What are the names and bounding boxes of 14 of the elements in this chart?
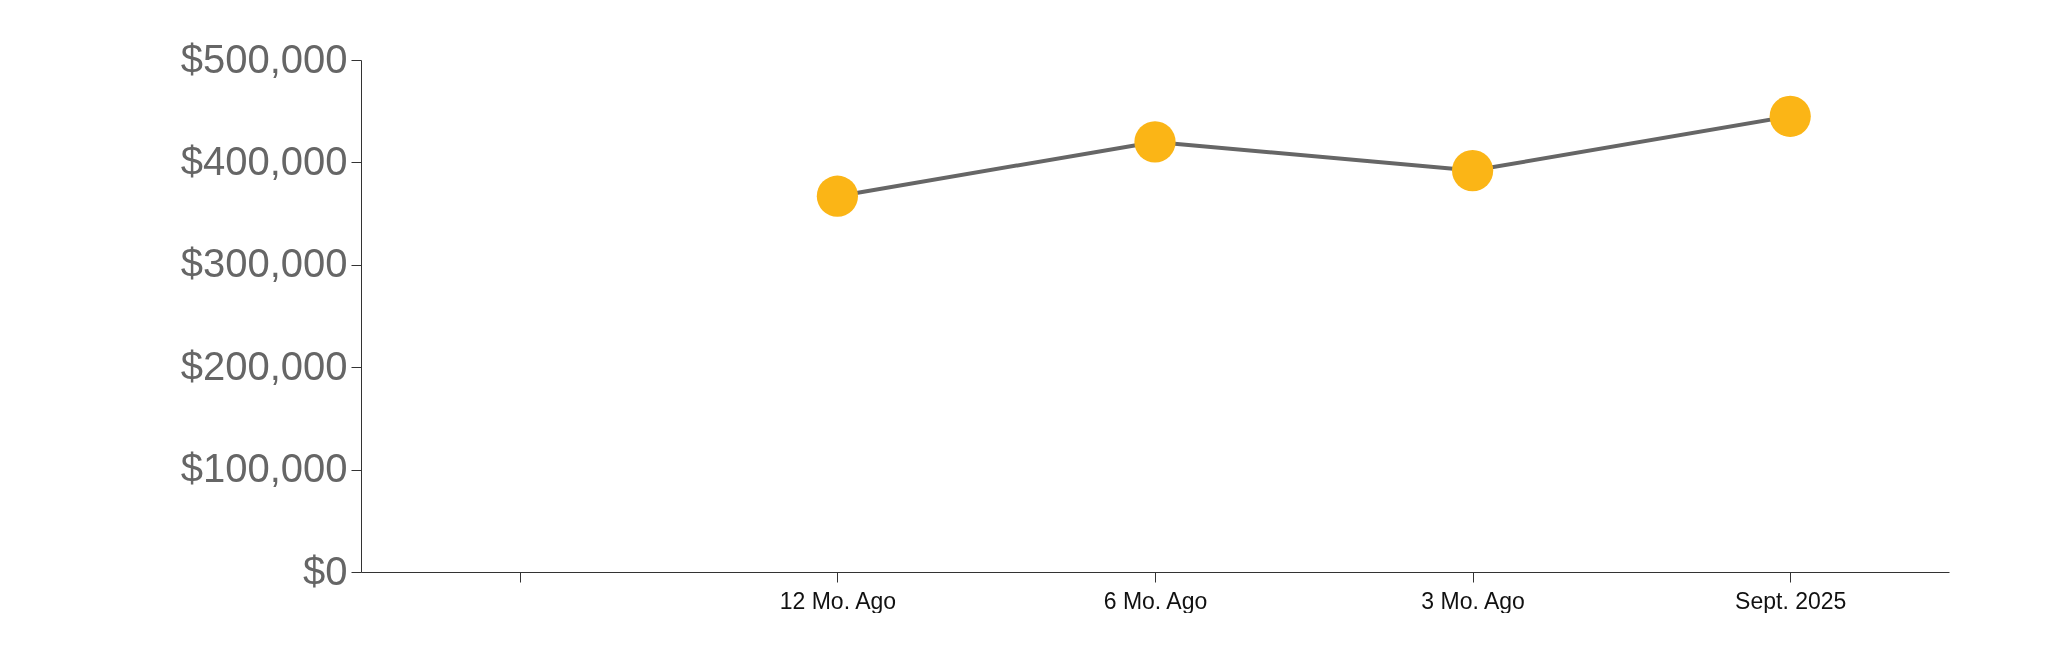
y-tick-label: $0 (303, 548, 348, 593)
point (1451, 150, 1494, 192)
y-tick-label: $500,000 (180, 36, 348, 81)
x-tick-label: Sept. 2025 (1735, 587, 1847, 614)
point (1769, 95, 1811, 137)
x-tick-label: 12 Mo. Ago (779, 587, 897, 614)
point (1134, 121, 1176, 163)
point (816, 175, 859, 217)
x-tick-label: 6 Mo. Ago (1103, 587, 1208, 614)
y-tick-label: $400,000 (180, 138, 348, 183)
y-tick-label: $300,000 (180, 241, 348, 286)
y-tick-label: $100,000 (180, 446, 348, 491)
y-tick-label: $200,000 (180, 343, 348, 388)
x-tick-label: 3 Mo. Ago (1421, 587, 1525, 614)
